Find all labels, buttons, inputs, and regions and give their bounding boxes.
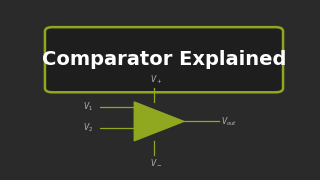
FancyBboxPatch shape bbox=[45, 27, 283, 92]
Text: Comparator Explained: Comparator Explained bbox=[42, 50, 286, 69]
Text: $V_{out}$: $V_{out}$ bbox=[221, 115, 237, 128]
Polygon shape bbox=[134, 102, 184, 141]
Text: $V_1$: $V_1$ bbox=[83, 101, 93, 113]
Text: $V_+$: $V_+$ bbox=[150, 74, 163, 86]
Text: $V_-$: $V_-$ bbox=[150, 157, 163, 167]
Text: $V_2$: $V_2$ bbox=[83, 121, 93, 134]
